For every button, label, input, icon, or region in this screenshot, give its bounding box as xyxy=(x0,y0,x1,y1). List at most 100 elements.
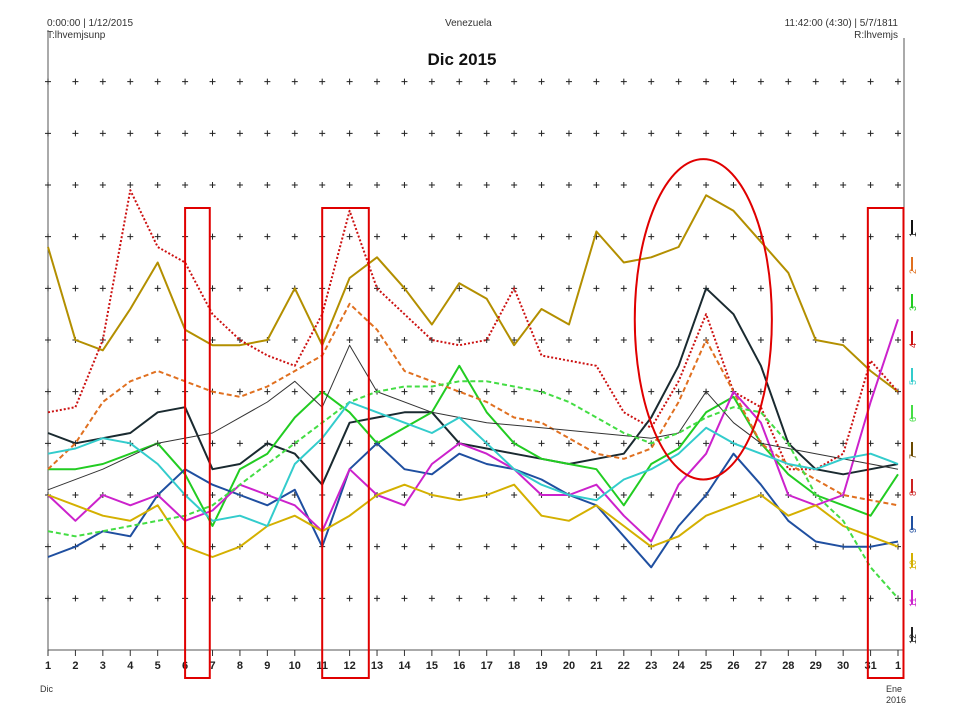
grid-cross xyxy=(703,440,709,446)
series-line-black-smooth xyxy=(48,345,898,490)
x-tick-label: 30 xyxy=(837,660,849,672)
grid-cross xyxy=(813,389,819,395)
x-end-label: Ene xyxy=(886,684,902,694)
grid-cross xyxy=(155,389,161,395)
grid-cross xyxy=(511,79,517,85)
grid-cross xyxy=(127,337,133,343)
grid-cross xyxy=(347,389,353,395)
grid-cross xyxy=(813,285,819,291)
grid-cross xyxy=(648,337,654,343)
grid-cross xyxy=(648,234,654,240)
grid-cross xyxy=(374,79,380,85)
grid-cross xyxy=(429,595,435,601)
legend-label-3: 3 xyxy=(908,306,918,311)
grid-cross xyxy=(456,544,462,550)
grid-cross xyxy=(45,544,51,550)
grid-cross xyxy=(593,130,599,136)
grid-cross xyxy=(72,492,78,498)
grid-cross xyxy=(895,440,901,446)
grid-cross xyxy=(895,130,901,136)
grid-cross xyxy=(539,130,545,136)
grid-cross xyxy=(648,492,654,498)
grid-cross xyxy=(292,595,298,601)
grid-cross xyxy=(785,285,791,291)
x-tick-label: 21 xyxy=(590,660,602,672)
grid-cross xyxy=(429,79,435,85)
grid-cross xyxy=(539,544,545,550)
grid-cross xyxy=(374,544,380,550)
grid-cross xyxy=(539,440,545,446)
grid-cross xyxy=(676,182,682,188)
grid-cross xyxy=(676,389,682,395)
grid-cross xyxy=(539,234,545,240)
grid-cross xyxy=(785,544,791,550)
grid-cross xyxy=(484,285,490,291)
legend-label-5: 5 xyxy=(908,380,918,385)
grid-cross xyxy=(566,234,572,240)
grid-cross xyxy=(840,182,846,188)
grid-cross xyxy=(72,234,78,240)
grid-cross xyxy=(539,337,545,343)
grid-cross xyxy=(127,285,133,291)
grid-cross xyxy=(895,182,901,188)
grid-cross xyxy=(566,389,572,395)
grid-cross xyxy=(840,389,846,395)
grid-cross xyxy=(621,79,627,85)
grid-cross xyxy=(210,130,216,136)
x-tick-label: 18 xyxy=(508,660,520,672)
grid-cross xyxy=(347,544,353,550)
grid-cross xyxy=(868,130,874,136)
grid-cross xyxy=(401,389,407,395)
grid-cross xyxy=(511,182,517,188)
grid-cross xyxy=(621,440,627,446)
grid-cross xyxy=(484,389,490,395)
grid-cross xyxy=(785,182,791,188)
grid-cross xyxy=(292,234,298,240)
grid-cross xyxy=(785,595,791,601)
grid-cross xyxy=(237,285,243,291)
grid-cross xyxy=(566,130,572,136)
grid-cross xyxy=(511,130,517,136)
x-tick-label: 27 xyxy=(755,660,767,672)
grid-cross xyxy=(785,79,791,85)
grid-cross xyxy=(813,234,819,240)
grid-cross xyxy=(730,130,736,136)
grid-cross xyxy=(895,492,901,498)
grid-cross xyxy=(593,337,599,343)
grid-cross xyxy=(127,389,133,395)
grid-cross xyxy=(566,544,572,550)
x-tick-label: 29 xyxy=(810,660,822,672)
grid-cross xyxy=(237,595,243,601)
grid-cross xyxy=(758,79,764,85)
grid-cross xyxy=(264,130,270,136)
grid-cross xyxy=(237,234,243,240)
grid-cross xyxy=(648,182,654,188)
grid-cross xyxy=(347,182,353,188)
grid-cross xyxy=(72,389,78,395)
grid-cross xyxy=(758,544,764,550)
grid-cross xyxy=(401,79,407,85)
grid-cross xyxy=(401,130,407,136)
grid-cross xyxy=(813,130,819,136)
grid-cross xyxy=(100,79,106,85)
grid-cross xyxy=(72,182,78,188)
grid-cross xyxy=(100,234,106,240)
x-tick-label: 9 xyxy=(264,660,270,672)
grid-cross xyxy=(511,234,517,240)
x-start-label: Dic xyxy=(40,684,53,694)
grid-cross xyxy=(127,130,133,136)
grid-cross xyxy=(347,234,353,240)
legend-label-1: 1 xyxy=(908,232,918,237)
grid-cross xyxy=(374,595,380,601)
grid-cross xyxy=(237,79,243,85)
grid-cross xyxy=(676,285,682,291)
legend-label-2: 2 xyxy=(908,269,918,274)
grid-cross xyxy=(72,285,78,291)
grid-cross xyxy=(593,79,599,85)
grid-cross xyxy=(676,492,682,498)
grid-cross xyxy=(155,130,161,136)
x-tick-label: 31 xyxy=(864,660,876,672)
grid-cross xyxy=(292,337,298,343)
chart-canvas: 1 2 3 4 5 6 7 8 9 10 11 12 13 14 15 16 17 18 19 20 21 22 23 24 2… xyxy=(0,0,960,720)
grid-cross xyxy=(484,234,490,240)
